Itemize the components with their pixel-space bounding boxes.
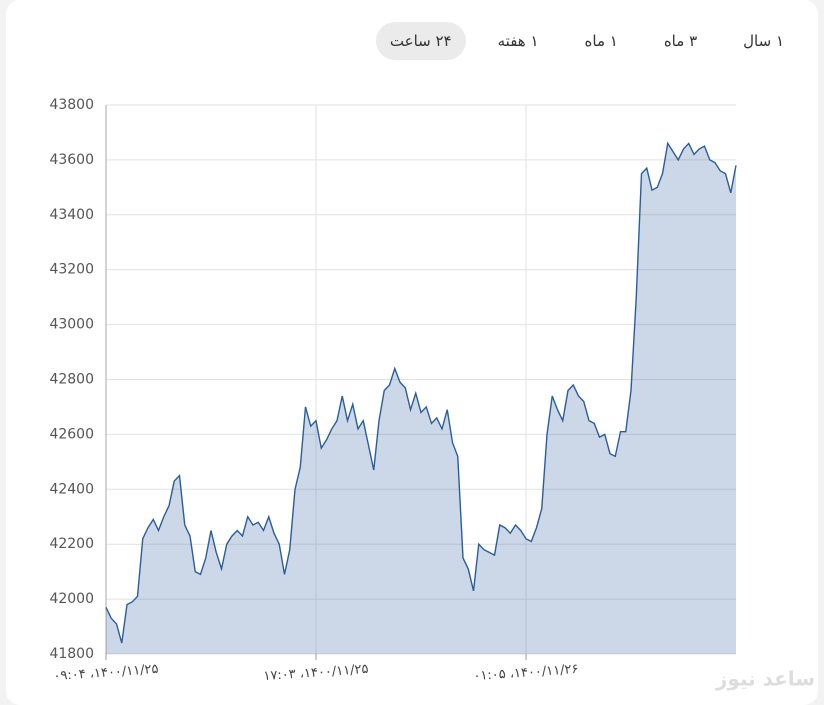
range-tab[interactable]: ۲۴ ساعت (375, 22, 466, 60)
x-tick-label: ۰۱:۰۵ ،۱۴۰۰/۱۱/۲۶ (473, 662, 579, 684)
area-fill (106, 143, 736, 654)
y-tick-label: 43800 (49, 97, 94, 113)
range-tab[interactable]: ۱ هفته (497, 32, 539, 50)
y-tick-label: 42400 (49, 481, 94, 497)
y-tick-label: 43600 (49, 152, 94, 168)
range-tab[interactable]: ۳ ماه (663, 32, 698, 50)
card (6, 0, 818, 705)
y-tick-label: 43200 (49, 262, 94, 278)
range-tab[interactable]: ۱ سال (743, 32, 784, 50)
y-tick-label: 43000 (49, 317, 94, 333)
range-tab[interactable]: ۱ ماه (584, 32, 618, 50)
x-tick-label: ۰۹:۰۴ ،۱۴۰۰/۱۱/۲۵ (53, 662, 159, 684)
y-tick-label: 41800 (49, 646, 94, 662)
watermark: ساعد نیوز (715, 667, 815, 691)
tab-bar: ۲۴ ساعت ۱ هفته ۱ ماه ۳ ماه ۱ سال (370, 22, 798, 60)
y-tick-label: 42600 (49, 426, 94, 442)
y-tick-label: 42800 (49, 372, 94, 388)
y-tick-label: 42000 (49, 591, 94, 607)
y-tick-label: 43400 (49, 207, 94, 223)
price-line (105, 141, 737, 644)
x-tick-label: ۱۷:۰۳ ،۱۴۰۰/۱۱/۲۵ (263, 662, 369, 684)
y-tick-label: 42200 (49, 536, 94, 552)
